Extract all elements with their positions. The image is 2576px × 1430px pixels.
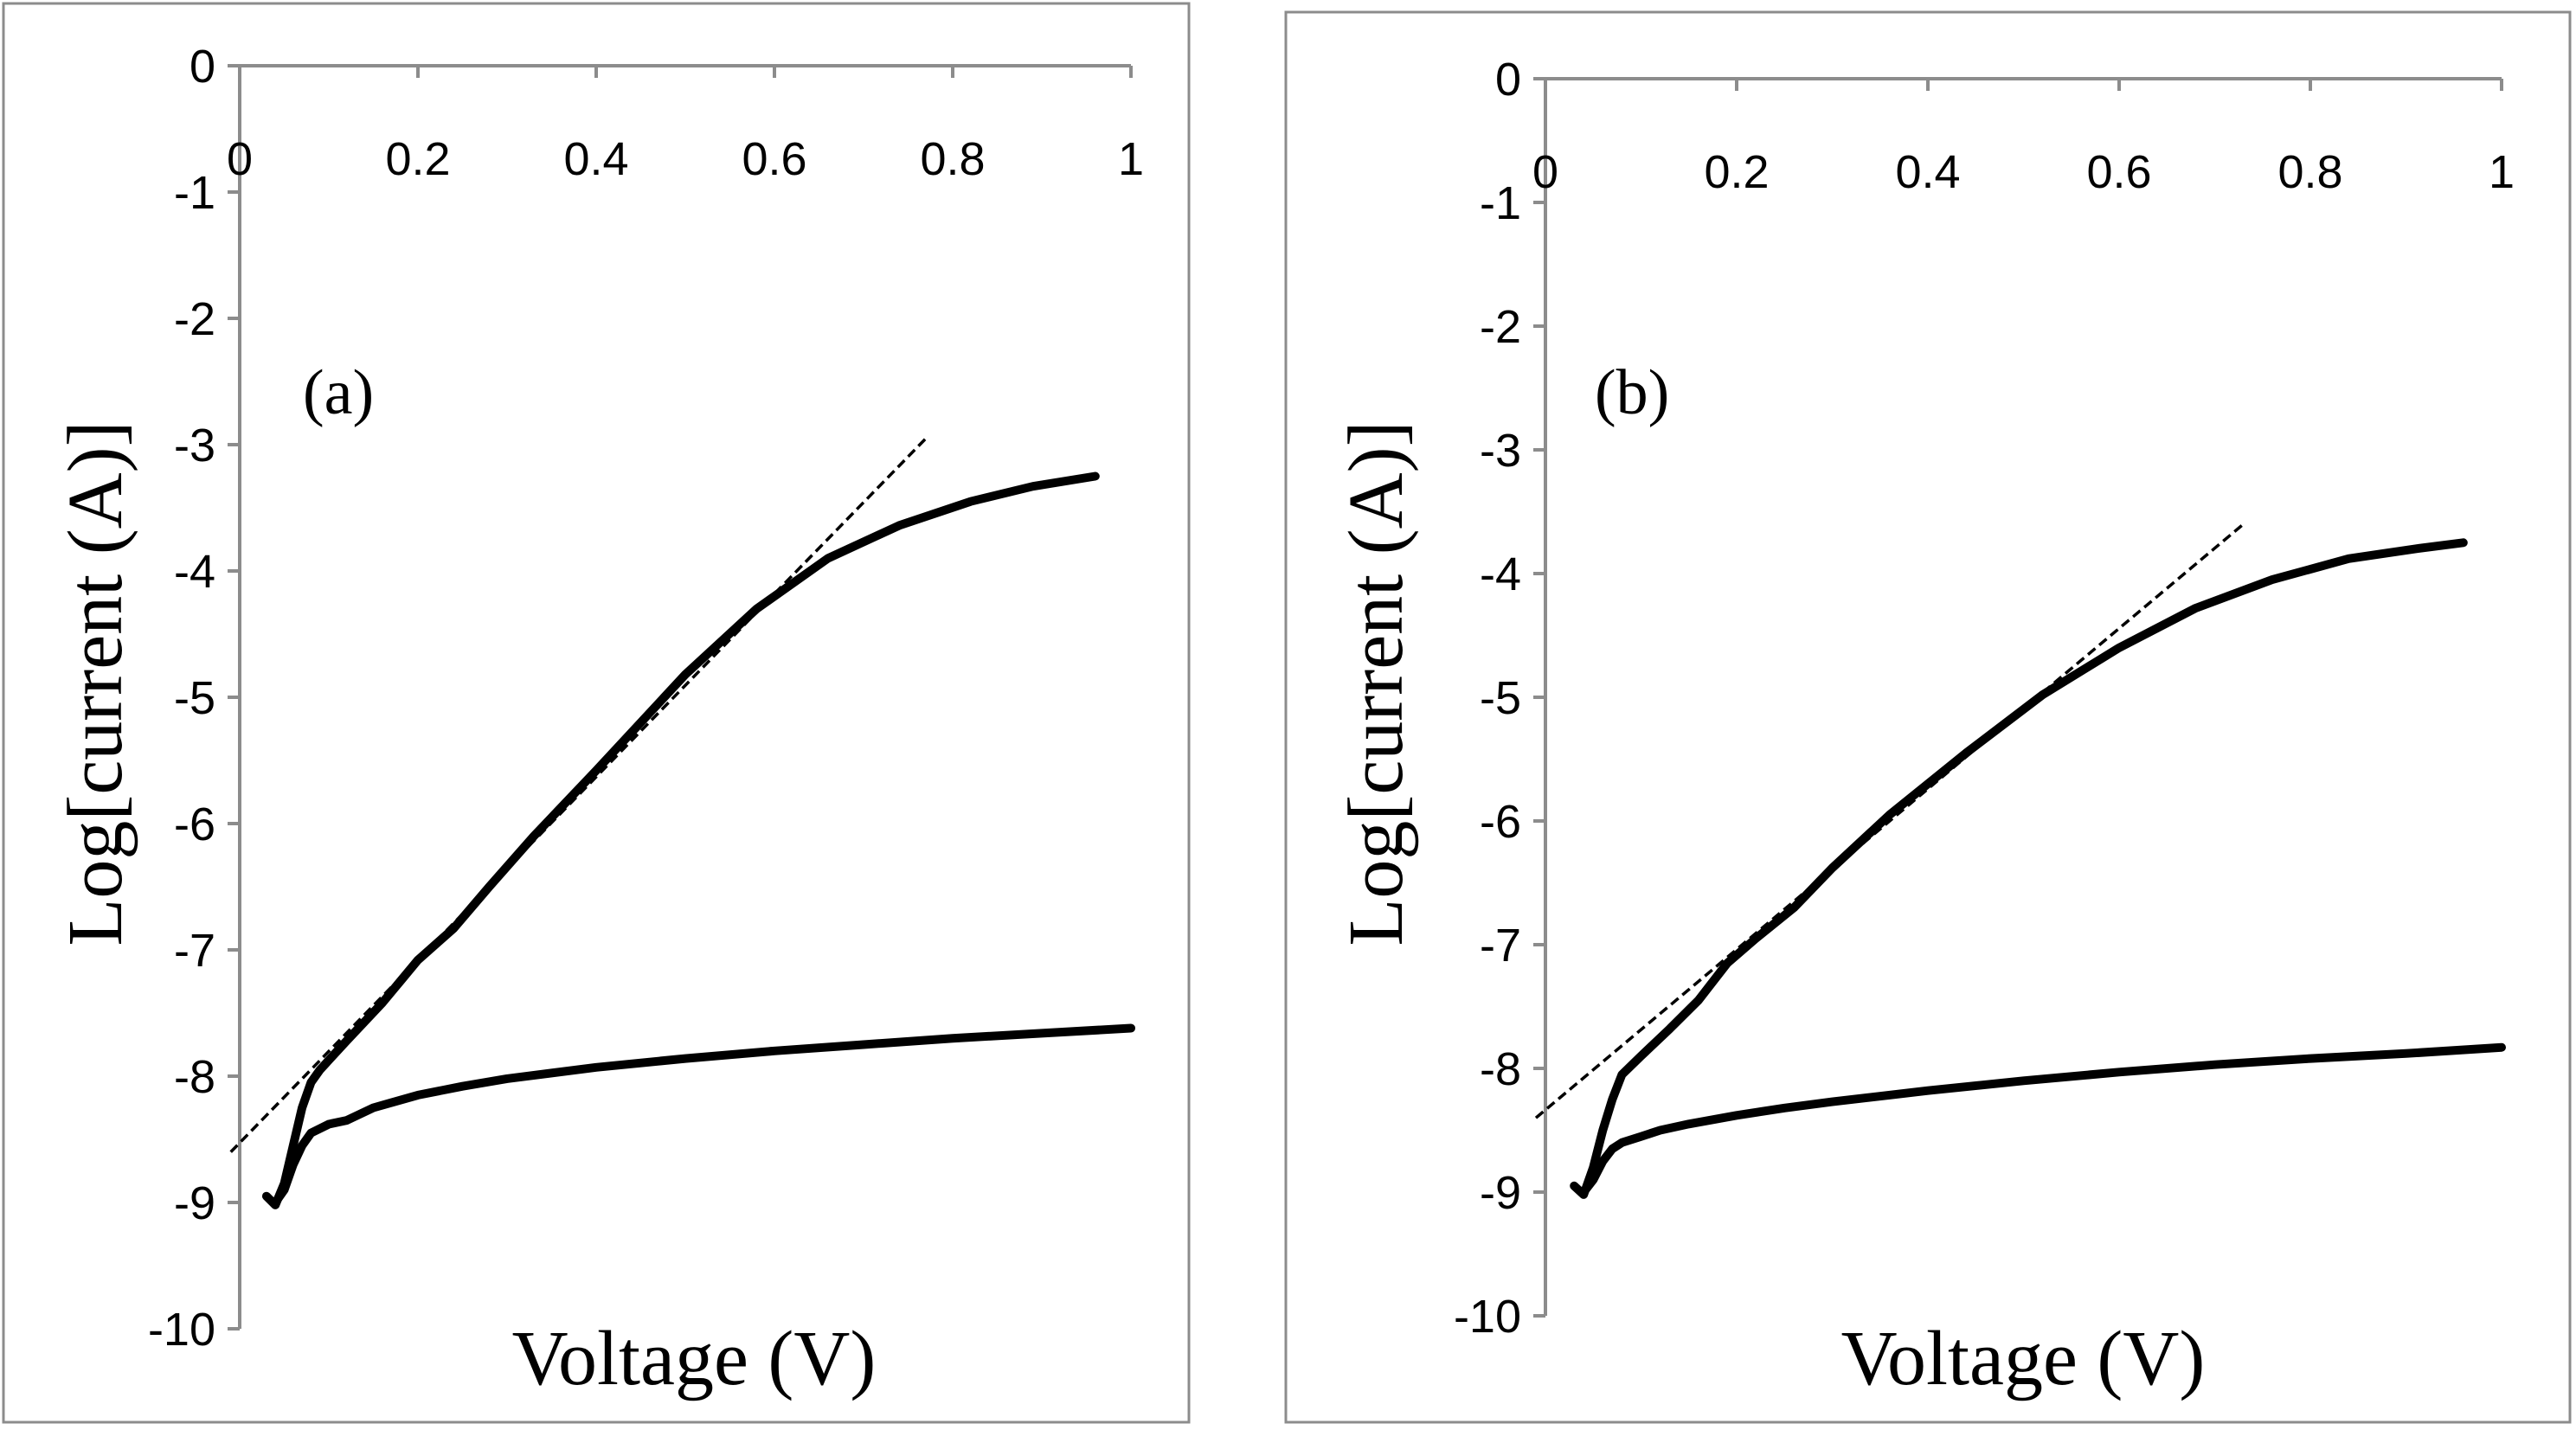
x-tick-label: 0.2: [385, 133, 450, 185]
x-tick-label: 1: [1118, 133, 1144, 185]
y-tick-label: -5: [1480, 672, 1521, 724]
chart-frame: [1284, 10, 2572, 1424]
y-tick-label: 0: [190, 41, 215, 93]
series-line-reverse: [1579, 1042, 2506, 1196]
panel-label: (b): [1595, 357, 1669, 428]
fit-line: [1534, 523, 2245, 1119]
x-tick-label: 0: [227, 133, 253, 185]
x-axis-title: Voltage (V): [512, 1316, 877, 1401]
y-tick-label: -2: [1480, 301, 1521, 353]
x-tick-label: 0.2: [1704, 146, 1769, 198]
y-tick-label: -6: [174, 798, 215, 850]
y-tick-label: -2: [174, 293, 215, 345]
x-tick-label: 1: [2489, 146, 2515, 198]
y-axis-title: Log[current (A)]: [53, 420, 138, 946]
y-tick-label: -1: [174, 167, 215, 219]
y-tick-label: -1: [1480, 177, 1521, 229]
y-tick-label: -7: [1480, 920, 1521, 972]
y-tick-label: -10: [1454, 1291, 1521, 1343]
y-tick-label: -4: [174, 546, 215, 598]
panel-label: (a): [303, 357, 374, 428]
y-tick-label: -8: [174, 1051, 215, 1103]
y-tick-label: -9: [1480, 1167, 1521, 1219]
y-tick-label: -9: [174, 1177, 215, 1229]
y-tick-label: -5: [174, 672, 215, 724]
y-tick-label: -6: [1480, 796, 1521, 848]
x-tick-label: 0.6: [2086, 146, 2151, 198]
x-tick-label: 0.4: [1895, 146, 1960, 198]
x-axis-title: Voltage (V): [1841, 1316, 2206, 1401]
series-line-forward: [1570, 538, 2468, 1199]
chart-panel-a: 0 0.2 0.4 0.6 0.8 10-1-2-3-4-5-6-7-8-9-10(a)V…: [2, 2, 1191, 1424]
series-line-forward: [261, 471, 1100, 1209]
y-tick-label: -7: [174, 925, 215, 977]
x-tick-label: 0.8: [2277, 146, 2342, 198]
chart-frame: [2, 2, 1191, 1424]
y-tick-label: -8: [1480, 1043, 1521, 1095]
x-tick-label: 0: [1532, 146, 1558, 198]
x-tick-label: 0.4: [563, 133, 628, 185]
y-tick-label: 0: [1495, 54, 1521, 106]
y-tick-label: -10: [148, 1304, 215, 1356]
fit-line: [229, 437, 928, 1153]
y-tick-label: -4: [1480, 548, 1521, 600]
y-tick-label: -3: [1480, 425, 1521, 477]
x-tick-label: 0.6: [742, 133, 806, 185]
y-axis-title: Log[current (A)]: [1333, 420, 1419, 946]
chart-panel-b: 0 0.2 0.4 0.6 0.8 10-1-2-3-4-5-6-7-8-9-10(b)V…: [1284, 10, 2572, 1424]
y-tick-label: -3: [174, 420, 215, 471]
x-tick-label: 0.8: [920, 133, 985, 185]
series-line-reverse: [271, 1023, 1135, 1207]
